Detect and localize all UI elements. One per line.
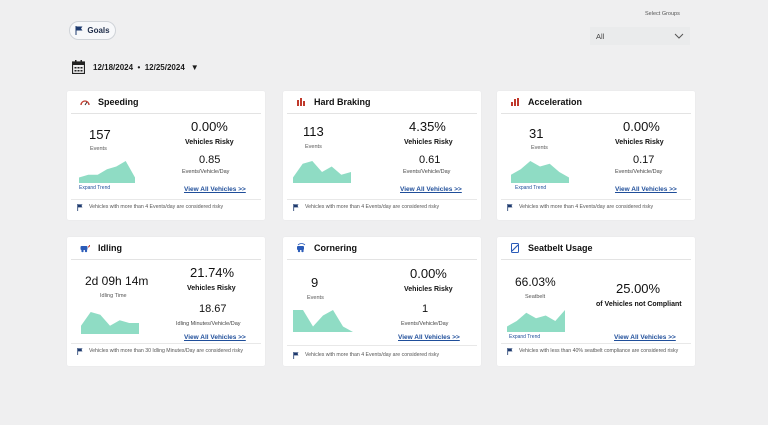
risky-label: Vehicles Risky (404, 139, 453, 146)
trend-sparkline (81, 312, 139, 334)
speedometer-icon (80, 100, 90, 106)
events-label: Events (90, 146, 107, 152)
risky-label: Vehicles Risky (404, 286, 453, 293)
seatbelt-percent: 66.03% (515, 275, 556, 289)
acceleration-icon (511, 98, 519, 106)
risky-label: Vehicles Risky (187, 285, 236, 292)
seatbelt-icon (511, 243, 519, 253)
events-label: Events (305, 144, 322, 150)
rate-label: Events/Vehicle/Day (401, 321, 449, 327)
risky-percent: 21.74% (190, 265, 235, 280)
trend-area (81, 312, 139, 334)
flag-icon (293, 352, 299, 359)
trend-area (507, 310, 565, 332)
date-range-text: 12/18/2024 • 12/25/2024 (93, 62, 185, 72)
trend-area (511, 161, 569, 183)
risky-percent: 0.00% (191, 119, 228, 134)
brake-icon (297, 98, 305, 106)
view-all-vehicles-link[interactable]: View All Vehicles >> (184, 186, 246, 193)
idling-card: Idling 2d 09h 14m Idling Time 21.74% Veh… (67, 237, 265, 366)
group-select[interactable]: All (590, 27, 690, 45)
rate-value: 0.17 (633, 154, 655, 166)
view-all-vehicles-link[interactable]: View All Vehicles >> (614, 334, 676, 341)
risky-percent: 0.00% (410, 266, 447, 281)
noncompliant-label: of Vehicles not Compliant (596, 301, 682, 308)
rate-label: Events/Vehicle/Day (182, 169, 230, 175)
idling-time-label: Idling Time (100, 293, 127, 299)
card-title: Acceleration (528, 97, 583, 107)
events-count: 157 (89, 127, 111, 142)
view-all-vehicles-link[interactable]: View All Vehicles >> (615, 186, 677, 193)
events-count: 113 (303, 124, 324, 139)
card-title: Speeding (98, 97, 139, 107)
view-all-vehicles-link[interactable]: View All Vehicles >> (400, 186, 462, 193)
rate-value: 0.85 (199, 154, 221, 166)
rate-label: Events/Vehicle/Day (615, 169, 663, 175)
hard-braking-card: Hard Braking 113 Events 4.35% Vehicles R… (283, 91, 481, 220)
flag-icon (77, 204, 83, 211)
trend-sparkline (293, 310, 353, 332)
trend-area (293, 310, 353, 332)
events-label: Events (307, 295, 324, 301)
trend-area (79, 161, 135, 183)
date-range-picker[interactable]: 12/18/2024 • 12/25/2024 ▼ (72, 60, 199, 74)
events-count: 31 (529, 126, 544, 141)
flag-icon (293, 204, 299, 211)
view-all-vehicles-link[interactable]: View All Vehicles >> (398, 334, 460, 341)
card-title: Idling (98, 243, 122, 253)
events-count: 9 (311, 275, 319, 290)
caret-down-icon: ▼ (190, 62, 199, 72)
risky-percent: 4.35% (409, 119, 446, 134)
view-all-vehicles-link[interactable]: View All Vehicles >> (184, 334, 246, 341)
card-title: Hard Braking (314, 97, 371, 107)
cornering-card: Cornering 9 Events 0.00% Vehicles Risky … (283, 237, 481, 366)
speeding-card: Speeding 157 Events Expand Trend 0.00% V… (67, 91, 265, 220)
footnote: Vehicles with more than 4 Events/day are… (507, 204, 687, 211)
rate-value: 0.61 (419, 154, 441, 166)
chevron-down-icon (674, 33, 684, 39)
trend-sparkline (293, 161, 351, 183)
expand-trend-link[interactable]: Expand Trend (515, 185, 547, 191)
rate-label: Events/Vehicle/Day (403, 169, 451, 175)
seatbelt-label: Seatbelt (525, 294, 546, 300)
card-title: Cornering (314, 243, 358, 253)
footnote: Vehicles with more than 4 Events/day are… (293, 352, 473, 359)
seatbelt-card: Seatbelt Usage 66.03% Seatbelt Expand Tr… (497, 237, 695, 366)
footnote: Vehicles with more than 4 Events/day are… (77, 204, 257, 211)
trend-sparkline (507, 310, 565, 332)
card-title: Seatbelt Usage (528, 243, 593, 253)
risky-label: Vehicles Risky (185, 139, 234, 146)
cornering-icon (297, 243, 306, 253)
idling-time-value: 2d 09h 14m (85, 274, 149, 288)
risky-label: Vehicles Risky (615, 139, 664, 146)
flag-icon (75, 26, 83, 35)
events-label: Events (531, 145, 548, 151)
expand-trend-link[interactable]: Expand Trend (509, 334, 541, 340)
flag-icon (507, 348, 513, 355)
trend-area (293, 161, 351, 183)
group-select-value: All (596, 31, 605, 41)
rate-value: 1 (422, 303, 429, 315)
acceleration-card: Acceleration 31 Events Expand Trend 0.00… (497, 91, 695, 220)
goals-label: Goals (87, 26, 110, 35)
risky-percent: 0.00% (623, 119, 660, 134)
noncompliant-percent: 25.00% (616, 281, 661, 296)
calendar-icon (72, 60, 85, 74)
idling-icon (80, 244, 90, 253)
goals-button[interactable]: Goals (69, 21, 116, 40)
trend-sparkline (511, 161, 569, 183)
expand-trend-link[interactable]: Expand Trend (79, 185, 111, 191)
footnote: Vehicles with more than 30 Idling Minute… (77, 348, 257, 355)
rate-label: Idling Minutes/Vehicle/Day (176, 321, 241, 327)
flag-icon (507, 204, 513, 211)
rate-value: 18.67 (199, 303, 227, 315)
footnote: Vehicles with more than 4 Events/day are… (293, 204, 473, 211)
footnote: Vehicles with less than 40% seatbelt com… (507, 348, 687, 355)
trend-sparkline (79, 161, 135, 183)
select-groups-label: Select Groups (645, 11, 680, 17)
flag-icon (77, 348, 83, 355)
